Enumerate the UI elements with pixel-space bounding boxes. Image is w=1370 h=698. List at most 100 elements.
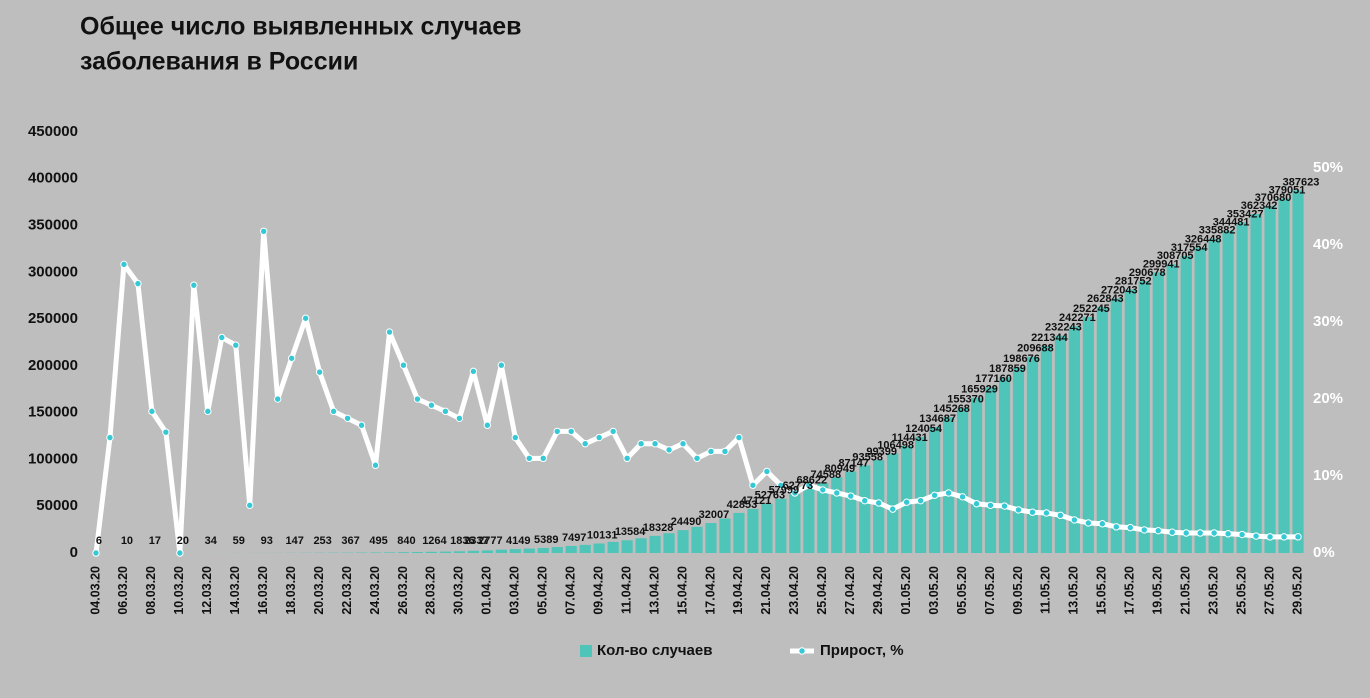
- bar: [509, 549, 521, 553]
- data-label: 353427: [1227, 208, 1264, 220]
- y-tick-label: 300000: [28, 263, 78, 280]
- bar: [565, 545, 577, 553]
- line-marker: [148, 407, 156, 416]
- x-tick-label: 22.03.20: [340, 566, 354, 615]
- data-label: 87147: [838, 457, 869, 469]
- bar: [1040, 345, 1053, 553]
- bar: [467, 550, 479, 553]
- x-tick-label: 19.04.20: [731, 566, 745, 615]
- bar: [607, 541, 619, 553]
- x-tick-label: 04.03.20: [88, 566, 102, 615]
- line-marker: [679, 440, 687, 448]
- data-label: 124054: [905, 423, 943, 435]
- data-label: 18328: [643, 522, 674, 534]
- line-marker: [455, 414, 464, 423]
- line-marker: [273, 395, 282, 403]
- bar: [1250, 214, 1262, 554]
- bar: [663, 533, 675, 553]
- line-marker: [1252, 532, 1260, 540]
- data-label: 80949: [824, 463, 855, 475]
- bar: [397, 552, 410, 553]
- line-marker: [875, 499, 883, 507]
- x-tick-label: 03.04.20: [508, 566, 522, 615]
- bar: [1278, 198, 1290, 554]
- data-label: 252245: [1073, 303, 1110, 315]
- data-label: 272043: [1101, 284, 1138, 296]
- line-marker: [707, 447, 715, 456]
- line-marker: [609, 427, 617, 436]
- data-label: 7497: [562, 532, 586, 544]
- line-marker: [972, 500, 981, 508]
- line-marker: [1056, 511, 1065, 519]
- x-tick-label: 13.04.20: [647, 566, 661, 615]
- data-label: 10: [121, 535, 133, 547]
- line-marker: [176, 549, 184, 557]
- bar: [733, 512, 745, 553]
- bar: [1264, 206, 1276, 554]
- x-tick-label: 14.03.20: [228, 566, 242, 615]
- data-label: 232243: [1045, 322, 1082, 334]
- bar: [1054, 335, 1066, 553]
- line-marker: [916, 496, 925, 505]
- x-tick-label: 30.03.20: [452, 566, 466, 615]
- line-marker: [944, 489, 953, 497]
- x-tick-label: 15.04.20: [675, 566, 689, 615]
- x-tick-label: 20.03.20: [312, 566, 326, 615]
- line-marker: [357, 421, 366, 429]
- bar: [621, 540, 633, 553]
- x-tick-label: 09.05.20: [1011, 566, 1025, 615]
- line-marker: [287, 354, 296, 362]
- bar: [1222, 230, 1234, 554]
- line-marker: [1238, 530, 1246, 539]
- bar: [537, 547, 549, 553]
- line-marker: [218, 333, 226, 342]
- bar: [747, 508, 759, 553]
- line-marker: [511, 433, 519, 442]
- line-marker: [777, 481, 785, 489]
- line-marker: [134, 279, 142, 288]
- line-marker: [1154, 526, 1162, 535]
- data-label: 13584: [615, 526, 646, 538]
- data-label: 370680: [1255, 192, 1292, 204]
- bar: [1124, 289, 1136, 553]
- bar: [887, 453, 899, 553]
- data-label: 99399: [866, 446, 897, 458]
- bar: [1026, 356, 1039, 553]
- bar: [845, 471, 857, 553]
- line-marker: [567, 427, 575, 436]
- y-tick-label: 400000: [28, 170, 78, 187]
- x-tick-label: 12.03.20: [200, 566, 214, 615]
- x-tick-label: 29.04.20: [871, 566, 885, 615]
- x-tick-label: 15.05.20: [1095, 566, 1109, 615]
- bar: [817, 483, 829, 553]
- y-tick-label: 100000: [28, 450, 78, 467]
- bar: [439, 551, 452, 553]
- x-tick-label: 09.04.20: [591, 566, 605, 615]
- data-label: 74588: [810, 469, 841, 481]
- line-marker: [819, 486, 827, 494]
- line-marker: [623, 454, 631, 463]
- line-marker: [1126, 523, 1134, 532]
- data-label: 187859: [989, 363, 1026, 375]
- data-label: 221344: [1031, 332, 1069, 344]
- legend-label: Кол-во случаев: [597, 642, 712, 659]
- x-tick-label: 07.05.20: [983, 566, 997, 615]
- x-tick-label: 27.04.20: [843, 566, 857, 615]
- bar: [789, 494, 801, 553]
- data-label: 155370: [947, 394, 984, 406]
- bar: [691, 526, 703, 553]
- data-label: 344481: [1213, 217, 1250, 229]
- bar: [775, 498, 787, 553]
- line-marker: [791, 489, 799, 497]
- data-label: 134687: [919, 413, 956, 425]
- line-marker: [329, 407, 338, 416]
- data-label: 299941: [1143, 258, 1180, 270]
- x-tick-label: 26.03.20: [396, 566, 410, 615]
- x-tick-label: 21.04.20: [759, 566, 773, 615]
- data-label: 34: [205, 535, 218, 547]
- x-tick-label: 29.05.20: [1290, 566, 1304, 615]
- x-tick-label: 05.04.20: [536, 566, 550, 615]
- bar: [1082, 317, 1094, 553]
- bar: [481, 550, 493, 553]
